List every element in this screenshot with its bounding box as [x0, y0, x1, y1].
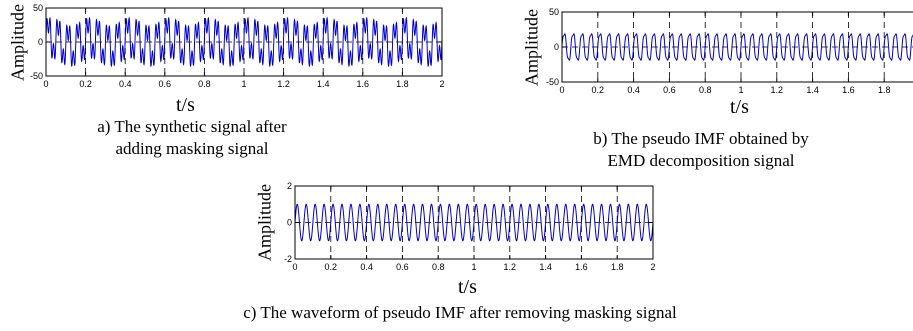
chart-a-caption-line2: adding masking signal — [115, 139, 269, 158]
x-tick-label: 1.2 — [771, 85, 784, 95]
x-tick-label: 0.6 — [396, 262, 409, 272]
y-tick-label: 50 — [33, 3, 43, 13]
chart-a-caption-line1: a) The synthetic signal after — [97, 117, 287, 136]
series-line — [294, 203, 654, 242]
chart-panel-a: 0 0.2 0.4 0.6 0.8 1 1.2 1.4 1.6 1.8 2 50 0 -50 Amplit… — [0, 0, 460, 170]
y-tick-label: 0 — [287, 218, 292, 228]
y-tick-label: 2 — [287, 181, 292, 191]
chart-b-caption-line1: b) The pseudo IMF obtained by — [593, 129, 809, 148]
chart-c-svg: 0 0.2 0.4 0.6 0.8 1 1.2 1.4 1.6 1.8 220-2 — [284, 181, 656, 272]
x-tick-label: 0.2 — [325, 262, 338, 272]
x-tick-label: 0 — [292, 262, 297, 272]
chart-b-caption: b) The pseudo IMF obtained by EMD decomp… — [566, 128, 836, 172]
y-tick-label: -50 — [30, 71, 43, 81]
series-line — [561, 33, 913, 61]
y-tick-label: 0 — [38, 37, 43, 47]
x-tick-label: 1.4 — [317, 79, 330, 89]
chart-c-caption-line1: c) The waveform of pseudo IMF after remo… — [243, 303, 677, 322]
x-tick-label: 1.6 — [575, 262, 588, 272]
y-tick-label: -50 — [546, 77, 559, 87]
x-tick-label: 0.6 — [159, 79, 172, 89]
chart-b-ylabel: Amplitude — [521, 9, 542, 86]
y-tick-label: 0 — [554, 42, 559, 52]
x-tick-label: 0 — [43, 79, 48, 89]
chart-b-caption-line2: EMD decomposition signal — [607, 151, 795, 170]
x-tick-label: 0.8 — [699, 85, 712, 95]
chart-b-xlabel: t/s — [730, 96, 749, 118]
x-tick-label: 0.6 — [663, 85, 676, 95]
x-tick-label: 2 — [439, 79, 444, 89]
x-tick-label: 0 — [559, 85, 564, 95]
x-tick-label: 1 — [738, 85, 743, 95]
chart-a-xlabel: t/s — [176, 94, 195, 116]
x-tick-label: 0.2 — [79, 79, 92, 89]
series-line — [45, 16, 443, 68]
chart-c-caption: c) The waveform of pseudo IMF after remo… — [140, 302, 780, 324]
x-tick-label: 1.8 — [396, 79, 409, 89]
x-tick-label: 0.4 — [627, 85, 640, 95]
y-tick-label: 50 — [549, 7, 559, 17]
chart-a-ylabel: Amplitude — [7, 4, 28, 81]
x-tick-label: 1.2 — [277, 79, 290, 89]
x-tick-label: 1.8 — [611, 262, 624, 272]
x-tick-label: 1.4 — [539, 262, 552, 272]
x-tick-label: 1.6 — [842, 85, 855, 95]
x-tick-label: 0.2 — [592, 85, 605, 95]
x-tick-label: 2 — [650, 262, 655, 272]
x-tick-label: 1 — [241, 79, 246, 89]
chart-c-xlabel: t/s — [458, 276, 477, 298]
x-tick-label: 1.6 — [357, 79, 370, 89]
chart-panel-c: 0 0.2 0.4 0.6 0.8 1 1.2 1.4 1.6 1.8 2 2 0 -2 Amplitud… — [240, 176, 680, 331]
x-tick-label: 0.8 — [198, 79, 211, 89]
x-tick-label: 0.8 — [432, 262, 445, 272]
x-tick-label: 1.4 — [806, 85, 819, 95]
chart-a-caption: a) The synthetic signal after adding mas… — [62, 116, 322, 160]
x-tick-label: 1.2 — [504, 262, 517, 272]
x-tick-label: 0.4 — [360, 262, 373, 272]
x-tick-label: 0.4 — [119, 79, 132, 89]
chart-c-ylabel: Amplitude — [254, 184, 275, 261]
x-tick-label: 1 — [471, 262, 476, 272]
y-tick-label: -2 — [284, 254, 292, 264]
x-tick-label: 1.8 — [878, 85, 891, 95]
